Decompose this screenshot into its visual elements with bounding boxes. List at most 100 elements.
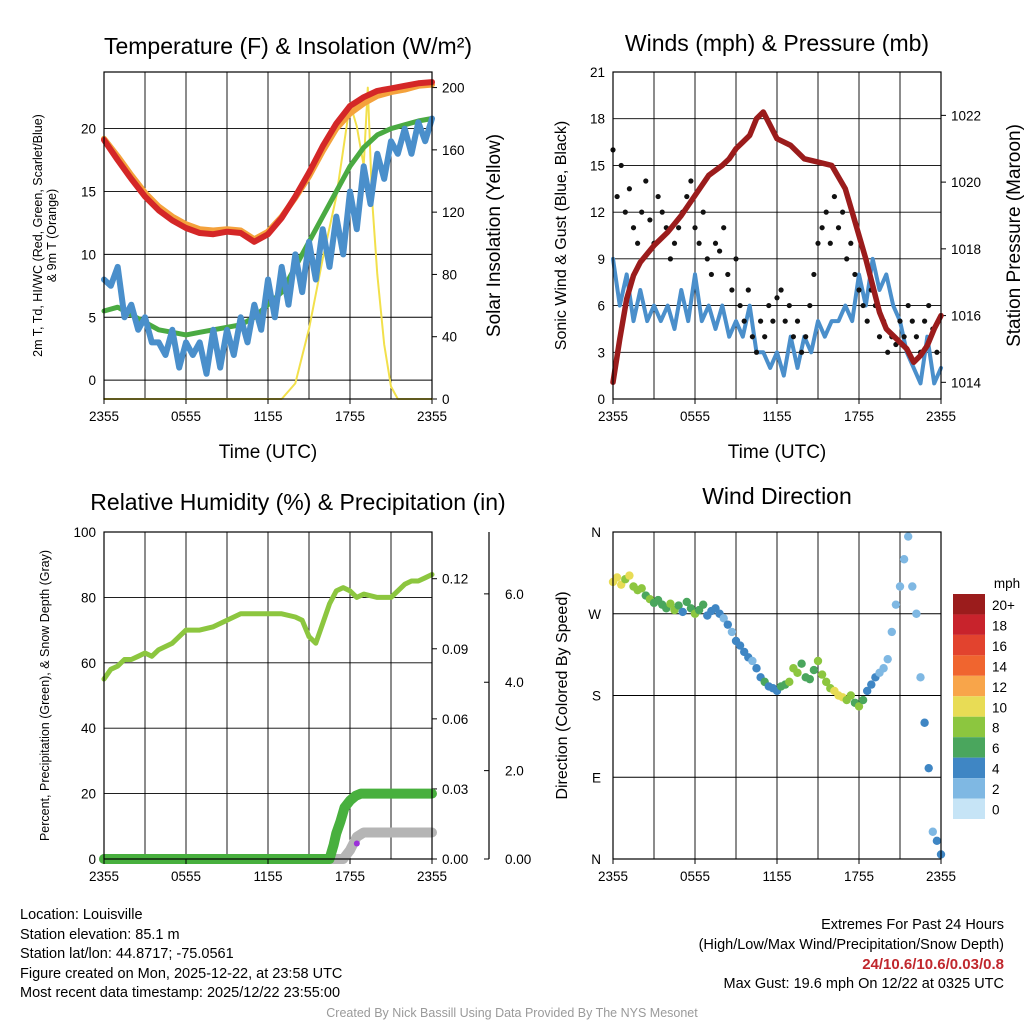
station-pressure-line [610,109,944,386]
gust-point [790,334,797,340]
gust-point [864,318,870,324]
humidity-y-axis-label: Percent, Precipitation (Green), & Snow D… [38,550,52,841]
gust-point [712,240,719,246]
direction-point [895,582,905,591]
precip-tick-label: 0.06 [442,712,468,727]
snow-depth-tick-label: 2.0 [505,764,524,779]
direction-point [879,664,888,673]
direction-point [666,599,675,608]
temp-series-heat-index-wind-chill [101,115,435,377]
temperature-y-tick-label: 0 [88,373,96,388]
direction-point [887,627,896,637]
winds-y-tick-label: 3 [597,345,605,360]
temperature-y-tick-label: 5 [88,310,96,325]
winds-chart-title: Winds (mph) & Pressure (mb) [625,30,929,56]
gust-point [782,318,788,324]
gust-point [807,302,813,309]
gust-point [733,256,739,262]
insolation-tick-label: 40 [442,330,457,345]
gust-point [794,318,801,324]
colorbar-swatch [953,716,985,738]
direction-point [817,670,827,679]
pressure-tick-label: 1022 [951,108,981,123]
gust-point [766,302,772,309]
direction-point [785,677,794,687]
winds-y-tick-label: 21 [590,65,605,80]
humidity-y-tick-label: 80 [81,590,96,605]
wind-direction-chart-title: Wind Direction [702,483,852,509]
colorbar-label: 6 [992,741,1000,756]
temperature-y-label-line2: & 9m T (Orange) [45,189,59,282]
winds-y-tick-label: 0 [597,392,605,407]
gust-point [835,225,842,231]
direction-tick-label: N [591,525,601,540]
gust-point [700,209,706,215]
gust-point [848,240,854,246]
direction-point [883,654,892,664]
colorbar-label: 14 [992,659,1008,674]
gust-point [737,302,743,309]
temperature-x-tick-label: 2355 [417,409,447,424]
temperature-y-tick-label: 20 [81,122,96,137]
gust-point [815,240,821,246]
gust-point [799,349,805,355]
insolation-axis-label-group: Solar Insolation (Yellow) [484,134,505,337]
winds-x-axis-label: Time (UTC) [728,442,827,463]
gust-point [753,349,760,355]
credit-text: Created By Nick Bassill Using Data Provi… [326,1006,698,1020]
gust-point [717,248,723,254]
gust-point [626,186,633,192]
direction-point [920,718,929,727]
snow-depth-tick-label: 0.00 [505,852,531,867]
station-info: Location: Louisville Station elevation: … [20,906,342,1004]
humidity-y-tick-label: 20 [81,787,96,802]
humidity-x-tick-label: 0555 [171,869,201,884]
temperature-x-axis-label: Time (UTC) [219,442,318,463]
snow-depth-tick-label: 4.0 [505,675,524,690]
snow-depth-line [99,827,437,864]
gust-point [745,287,751,293]
winds-x-tick-label: 2355 [926,409,956,424]
direction-point [637,584,646,593]
direction-x-tick-label: 0555 [680,869,710,884]
colorbar-swatch [953,675,985,697]
winds-y-tick-label: 15 [590,158,605,173]
temperature-chart-title: Temperature (F) & Insolation (W/m²) [104,33,472,59]
direction-point [719,614,728,623]
direction-point [912,609,921,618]
direction-point [863,686,872,696]
winds-y-tick-label: 12 [590,205,605,220]
direction-point [809,665,819,675]
gust-point [630,225,637,231]
temperature-y-axis-label: 2m T, Td, HI/WC (Red, Green, Scarlet/Blu… [31,114,59,357]
direction-point [699,600,708,609]
colorbar-label: 16 [992,639,1007,654]
temp-series-2m-dew-point [101,116,435,338]
colorbar-swatch [953,614,985,635]
gust-point [684,193,690,200]
direction-point [867,680,876,689]
gust-point [885,349,891,355]
gust-point [860,302,866,309]
pressure-axis-label-group: Station Pressure (Maroon) [1004,124,1024,347]
insolation-tick-label: 200 [442,81,465,96]
temp-series-solar-insolation [103,86,433,400]
direction-point [858,695,868,705]
insolation-tick-label: 80 [442,267,457,282]
humidity-y-tick-label: 60 [81,656,96,671]
direction-point [674,601,683,610]
direction-point [735,641,745,650]
direction-y-axis-label-group: Direction (Colored By Speed) [554,591,571,799]
direction-point [748,656,757,666]
pressure-tick-label: 1014 [951,375,982,390]
gust-point [922,318,928,324]
gust-point [876,334,883,340]
gust-point [856,287,862,293]
precip-tick-label: 0.03 [442,782,468,797]
elevation-text: Station elevation: 85.1 m [20,926,180,943]
winds-y-axis-label-group: Sonic Wind & Gust (Blue, Black) [553,121,570,350]
pressure-tick-label: 1016 [951,309,981,324]
gust-point [667,256,674,262]
humidity-x-tick-label: 1155 [253,869,282,884]
extremes-title: Extremes For Past 24 Hours [821,917,1004,933]
